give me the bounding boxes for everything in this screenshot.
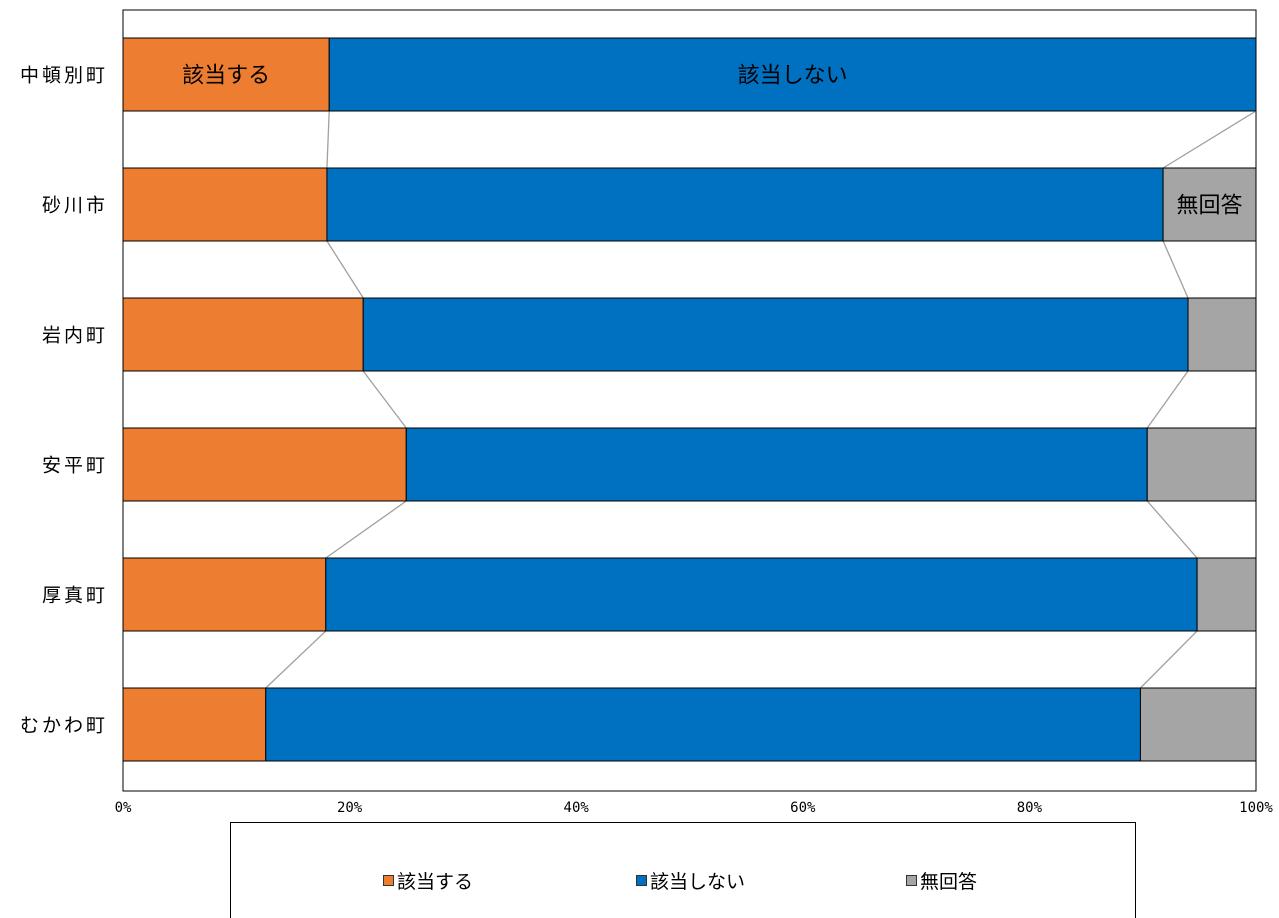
series-line (1146, 370, 1189, 429)
bar-segment (325, 557, 1198, 632)
category-label: 岩内町 (42, 325, 108, 347)
bar-segment (122, 687, 267, 762)
segment-data-label: 無回答 (1177, 194, 1243, 219)
bar-segment (265, 687, 1141, 762)
x-tick-label: 40% (564, 800, 590, 816)
series-line (325, 500, 407, 559)
bar-segment (1187, 297, 1257, 372)
legend-label: 該当しない (650, 871, 746, 893)
x-tick-label: 60% (790, 800, 816, 816)
series-lines (265, 110, 1257, 689)
series-line (326, 110, 330, 169)
series-line (326, 240, 364, 299)
series-line (1162, 110, 1257, 169)
plot-area (122, 9, 1257, 792)
bar-segment (1162, 167, 1257, 242)
x-axis-ticks: 0% 20% 40% 60% 80% 100% (115, 800, 1274, 816)
legend-label: 無回答 (920, 871, 978, 893)
bar-segment (122, 557, 327, 632)
category-label: 砂川市 (42, 195, 108, 217)
bars (122, 37, 1257, 762)
bar-segment (122, 427, 407, 502)
bar-segment (1196, 557, 1257, 632)
bar-segment (326, 167, 1164, 242)
legend-item-applicable: 該当する (383, 867, 473, 894)
series-line (362, 370, 407, 429)
x-tick-label: 20% (337, 800, 363, 816)
series-line (1146, 500, 1198, 559)
x-tick-label: 0% (115, 800, 132, 816)
bar-segment (1146, 427, 1257, 502)
legend-swatch-not-applicable (636, 875, 647, 886)
x-tick-label: 100% (1239, 800, 1273, 816)
legend-swatch-applicable (383, 875, 394, 886)
legend-swatch-no-answer (906, 875, 917, 886)
bar-segment (1139, 687, 1257, 762)
legend-label: 該当する (397, 871, 474, 893)
segment-data-label: 該当しない (738, 64, 848, 89)
legend-item-no-answer: 無回答 (906, 867, 977, 894)
x-tick-label: 80% (1017, 800, 1043, 816)
bar-segment (122, 167, 328, 242)
series-line (1162, 240, 1189, 299)
legend-item-not-applicable: 該当しない (636, 867, 745, 894)
category-label: 厚真町 (42, 585, 108, 607)
bar-segment (122, 297, 364, 372)
category-label: むかわ町 (20, 715, 108, 737)
bar-segment (405, 427, 1148, 502)
legend: 該当する 該当しない 無回答 (230, 822, 1136, 918)
category-label: 安平町 (42, 455, 108, 477)
segment-data-label: 該当する (182, 64, 270, 89)
bar-segment (328, 37, 1257, 112)
series-line (265, 630, 327, 689)
series-line (1139, 630, 1198, 689)
bar-segment (362, 297, 1189, 372)
category-label: 中頓別町 (20, 65, 108, 87)
